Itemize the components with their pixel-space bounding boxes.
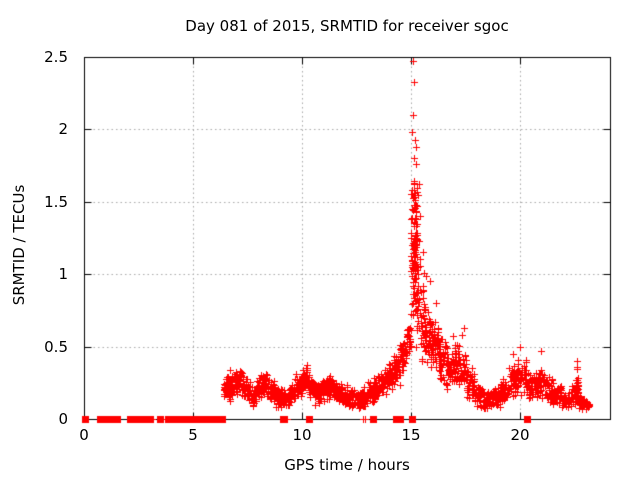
x-tick-label: 5 (188, 426, 198, 444)
x-tick-label: 20 (510, 426, 530, 444)
x-tick-label: 10 (292, 426, 312, 444)
y-tick-label: 2.5 (44, 48, 68, 66)
x-tick-label: 15 (401, 426, 421, 444)
y-tick-label: 0.5 (44, 338, 68, 356)
y-tick-label: 1 (58, 265, 68, 283)
y-tick-label: 0 (58, 410, 68, 428)
x-axis-title: GPS time / hours (284, 456, 410, 474)
y-tick-label: 1.5 (44, 193, 68, 211)
chart-title: Day 081 of 2015, SRMTID for receiver sgo… (185, 17, 509, 35)
y-tick-label: 2 (58, 120, 68, 138)
x-tick-label: 0 (79, 426, 89, 444)
